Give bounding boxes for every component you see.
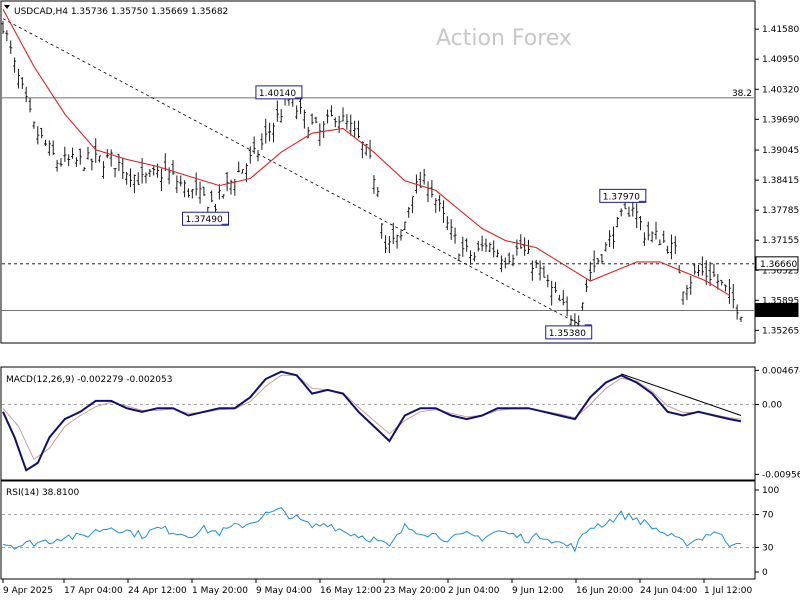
macd-y-tick-label: 0.00 [762,401,782,411]
price-y-tick-label: 1.39045 [762,146,799,156]
price-annotation-label: 1.37970 [603,192,640,202]
x-axis-tick-label: 9 Apr 2025 [3,586,53,596]
price-level-box [755,256,799,271]
price-annotation-box [599,188,647,203]
x-axis-tick-label: 16 Jun 20:00 [576,586,633,596]
trend-line [2,18,579,325]
price-header: USDCAD,H4 1.35736 1.35750 1.35669 1.3568… [14,7,228,17]
x-axis-tick-label: 17 Apr 04:00 [64,586,123,596]
x-axis-tick-label: 24 Jun 04:00 [640,586,697,596]
price-annotation-box [545,325,593,340]
rsi-label: RSI(14) 38.8100 [6,488,79,498]
dropdown-icon[interactable] [4,5,10,9]
rsi-line [2,507,742,553]
fib-level-label: 38.2 [732,89,752,99]
x-axis-tick-label: 9 Jun 12:00 [512,586,564,596]
rsi-y-tick-label: 100 [762,486,779,496]
price-y-tick-label: 1.37785 [762,206,799,216]
x-axis-tick-label: 16 May 12:00 [320,586,382,596]
price-y-tick-label: 1.40950 [762,55,799,65]
x-axis-tick-label: 24 Apr 12:00 [128,586,187,596]
price-level-box [755,302,799,317]
x-axis-tick-label: 23 May 20:00 [384,586,446,596]
macd-main-line [2,370,742,472]
price-annotation-box [182,211,230,226]
price-annotation-label: 1.35380 [549,329,586,339]
price-y-tick-label: 1.37155 [762,236,799,246]
macd-trend-line [621,373,742,416]
rsi-panel [0,480,756,580]
price-y-tick-label: 1.38415 [762,176,799,186]
watermark: Action Forex [436,26,572,51]
macd-y-tick-label: -0.009568 [762,470,800,480]
rsi-y-tick-label: 30 [762,543,774,553]
macd-label: MACD(12,26,9) -0.002279 -0.002053 [6,375,172,385]
moving-average-line [2,8,730,296]
price-y-tick-label: 1.39690 [762,115,799,125]
x-axis-tick-label: 1 Jul 12:00 [704,586,753,596]
rsi-y-tick-label: 70 [762,511,774,521]
price-y-tick-label: 1.36525 [762,266,799,276]
price-annotation-label: 1.40140 [259,89,296,99]
x-axis-tick-label: 1 May 20:00 [192,586,248,596]
price-y-tick-label: 1.40320 [762,85,799,95]
rsi-y-tick-label: 0 [762,568,768,578]
price-level-label: 1.36660 [760,260,797,270]
x-axis-tick-label: 2 Jun 04:00 [448,586,500,596]
macd-signal-line [2,374,742,461]
price-y-tick-label: 1.35895 [762,296,799,306]
macd-y-tick-label: 0.004674 [762,366,800,376]
price-y-tick-label: 1.41580 [762,25,799,35]
price-level-label: 1.35682 [760,306,797,316]
price-annotation-label: 1.37490 [186,215,223,225]
x-axis-tick-label: 9 May 04:00 [256,586,312,596]
price-y-tick-label: 1.35265 [762,326,799,336]
macd-panel [0,366,756,481]
price-annotation-box [255,85,303,100]
price-panel [0,0,756,344]
